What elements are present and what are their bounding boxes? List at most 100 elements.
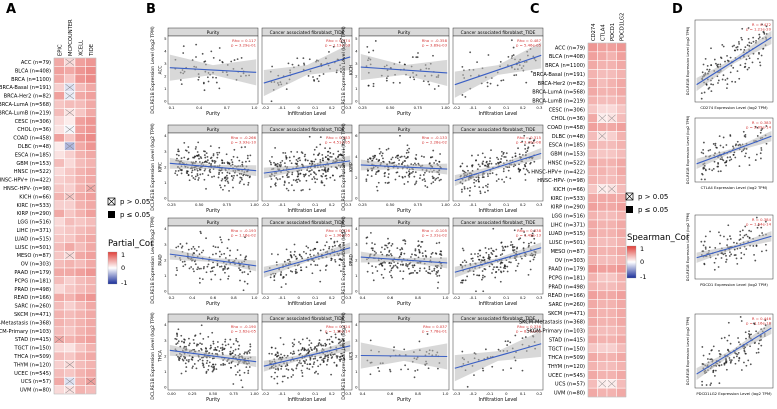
data-point <box>306 349 308 352</box>
data-point <box>708 246 711 249</box>
heatmap-cell <box>85 99 97 109</box>
data-point <box>403 348 406 351</box>
data-point <box>177 328 180 331</box>
data-point <box>436 287 439 289</box>
x-axis-label: CTLA4 Expression Level (log2 TPM) <box>701 185 768 190</box>
row-label: READ (n=166) <box>14 295 51 301</box>
heatmap-cell <box>85 158 97 168</box>
data-point <box>243 371 246 374</box>
data-point <box>390 253 392 255</box>
data-point <box>461 281 464 284</box>
x-tick-label: 1.0 <box>251 105 258 110</box>
data-point <box>710 64 713 66</box>
regression-line <box>454 343 542 369</box>
p-label: p = 2.31e-02 <box>422 233 448 238</box>
heatmap-cell <box>606 193 617 203</box>
heatmap-cell <box>53 99 65 109</box>
data-point <box>215 252 217 255</box>
data-point <box>243 183 245 186</box>
data-point <box>523 231 526 233</box>
data-point <box>243 352 246 355</box>
y-tick-label: 1 <box>355 86 358 91</box>
data-point <box>411 264 414 267</box>
heatmap-cell <box>587 219 598 230</box>
data-point <box>196 151 199 153</box>
data-point <box>365 180 368 182</box>
data-point <box>501 245 504 248</box>
data-point <box>416 369 419 371</box>
data-point <box>315 173 317 176</box>
y-tick-label: 4 <box>355 49 358 54</box>
x-axis-label: Purity <box>206 208 220 214</box>
heatmap-cell <box>606 299 617 309</box>
row-label: BRCA-LumB (n=219) <box>532 98 585 104</box>
data-point <box>174 170 177 172</box>
x-axis-label: PDCD1LG2 Expression Level (log2 TPM) <box>696 391 772 396</box>
data-point <box>398 81 401 84</box>
data-point <box>206 159 209 162</box>
data-point <box>517 262 520 265</box>
heatmap-cell <box>74 225 86 235</box>
x-tick-label: 0.8 <box>231 295 238 300</box>
data-point <box>712 83 715 86</box>
data-point <box>229 249 232 252</box>
data-point <box>367 262 370 265</box>
data-point <box>760 129 763 132</box>
heatmap-cell <box>74 267 86 277</box>
data-point <box>306 363 309 366</box>
data-point <box>502 247 505 249</box>
data-point <box>702 152 705 155</box>
data-point <box>277 367 279 370</box>
heatmap-cell <box>64 301 76 311</box>
data-point <box>194 175 197 178</box>
ns-cross <box>598 185 607 193</box>
facet-strip-label: Purity <box>207 220 220 226</box>
data-point <box>321 168 324 171</box>
data-point <box>391 243 394 245</box>
data-point <box>490 162 493 165</box>
data-point <box>238 369 241 372</box>
data-point <box>324 269 327 271</box>
data-point <box>411 56 414 58</box>
data-point <box>726 244 728 247</box>
data-point <box>206 76 209 79</box>
data-point <box>748 41 751 44</box>
data-point <box>305 266 308 269</box>
data-point <box>390 158 393 161</box>
data-point <box>216 153 219 156</box>
data-point <box>308 368 311 371</box>
data-point <box>400 251 403 254</box>
data-point <box>322 357 325 360</box>
data-point <box>231 163 234 166</box>
y-axis-label: DCLRE1B Expression Level (log2 TPM) <box>341 312 347 400</box>
heatmap-cell <box>597 317 608 327</box>
data-point <box>223 268 226 270</box>
data-point <box>402 277 404 280</box>
correlation-subplot: DCLRE1B Expression Level (log2 TPM)R = 0… <box>686 19 774 110</box>
data-point <box>385 79 388 82</box>
data-point <box>328 246 331 248</box>
data-point <box>501 150 503 153</box>
heatmap-cell <box>606 122 617 132</box>
data-point <box>714 257 717 260</box>
row-label: LIHC (n=371) <box>550 222 585 228</box>
data-point <box>700 97 703 100</box>
data-point <box>398 159 401 162</box>
data-point <box>424 180 427 183</box>
heatmap-cell <box>53 301 65 311</box>
data-point <box>223 265 226 268</box>
data-point <box>239 269 242 271</box>
data-point <box>407 174 410 177</box>
heatmap-cell <box>53 318 65 328</box>
data-point <box>407 180 409 183</box>
data-point <box>277 354 280 357</box>
row-label: KIRP (n=290) <box>551 205 585 211</box>
data-point <box>213 175 216 178</box>
data-point <box>322 159 324 162</box>
data-point <box>324 156 327 158</box>
data-point <box>313 260 315 263</box>
data-point <box>484 164 487 167</box>
data-point <box>330 237 332 240</box>
data-point <box>710 47 712 50</box>
data-point <box>209 168 211 171</box>
